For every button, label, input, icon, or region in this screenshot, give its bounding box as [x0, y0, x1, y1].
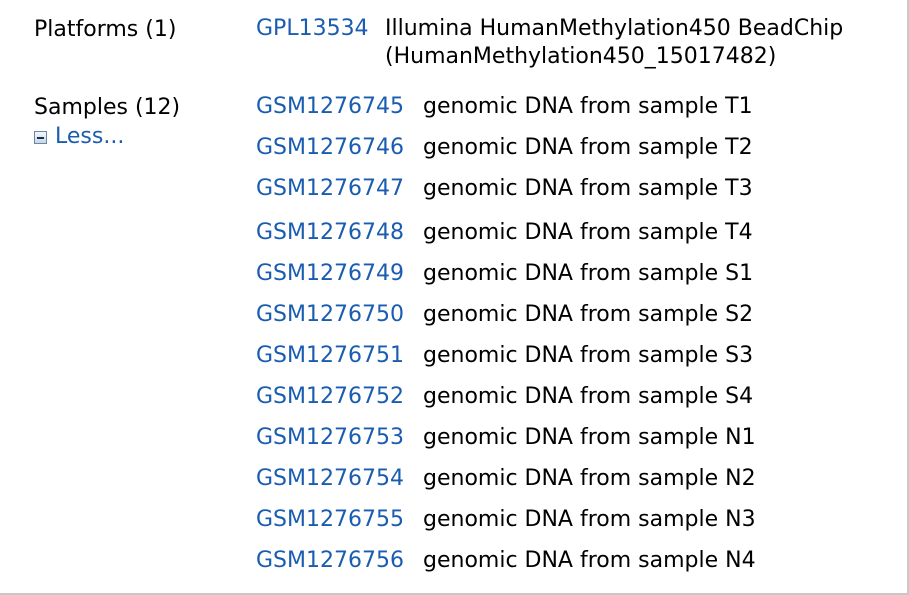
platforms-label: Platforms (1) — [34, 17, 177, 42]
sample-accession-link[interactable]: GSM1276754 — [256, 466, 404, 491]
sample-accession-link[interactable]: GSM1276746 — [256, 135, 404, 160]
platform-accession-link[interactable]: GPL13534 — [256, 16, 369, 41]
platform-title-line1: Illumina HumanMethylation450 BeadChip — [385, 16, 844, 41]
sample-accession-link[interactable]: GSM1276753 — [256, 425, 404, 450]
sample-title: genomic DNA from sample S1 — [423, 261, 754, 286]
sample-title: genomic DNA from sample T3 — [423, 176, 753, 201]
collapse-minus-icon[interactable] — [34, 131, 47, 144]
sample-title: genomic DNA from sample T2 — [423, 135, 753, 160]
sample-title: genomic DNA from sample S2 — [423, 302, 754, 327]
sample-title: genomic DNA from sample N4 — [423, 548, 756, 573]
samples-label: Samples (12) — [34, 95, 181, 120]
sample-title: genomic DNA from sample T4 — [423, 220, 753, 245]
sample-title: genomic DNA from sample N3 — [423, 507, 756, 532]
sample-title: genomic DNA from sample T1 — [423, 94, 753, 119]
sample-accession-link[interactable]: GSM1276748 — [256, 220, 404, 245]
sample-accession-link[interactable]: GSM1276745 — [256, 94, 404, 119]
sample-title: genomic DNA from sample N2 — [423, 466, 756, 491]
sample-accession-link[interactable]: GSM1276756 — [256, 548, 404, 573]
sample-title: genomic DNA from sample N1 — [423, 425, 756, 450]
sample-accession-link[interactable]: GSM1276750 — [256, 302, 404, 327]
sample-accession-link[interactable]: GSM1276749 — [256, 261, 404, 286]
less-toggle-label[interactable]: Less... — [55, 124, 125, 149]
sample-accession-link[interactable]: GSM1276747 — [256, 176, 404, 201]
platform-title-line2: (HumanMethylation450_15017482) — [385, 44, 777, 69]
sample-accession-link[interactable]: GSM1276752 — [256, 384, 404, 409]
sample-accession-link[interactable]: GSM1276755 — [256, 507, 404, 532]
sample-title: genomic DNA from sample S3 — [423, 343, 754, 368]
sample-accession-link[interactable]: GSM1276751 — [256, 343, 404, 368]
less-toggle-link[interactable]: Less... — [34, 123, 124, 151]
sample-title: genomic DNA from sample S4 — [423, 384, 754, 409]
